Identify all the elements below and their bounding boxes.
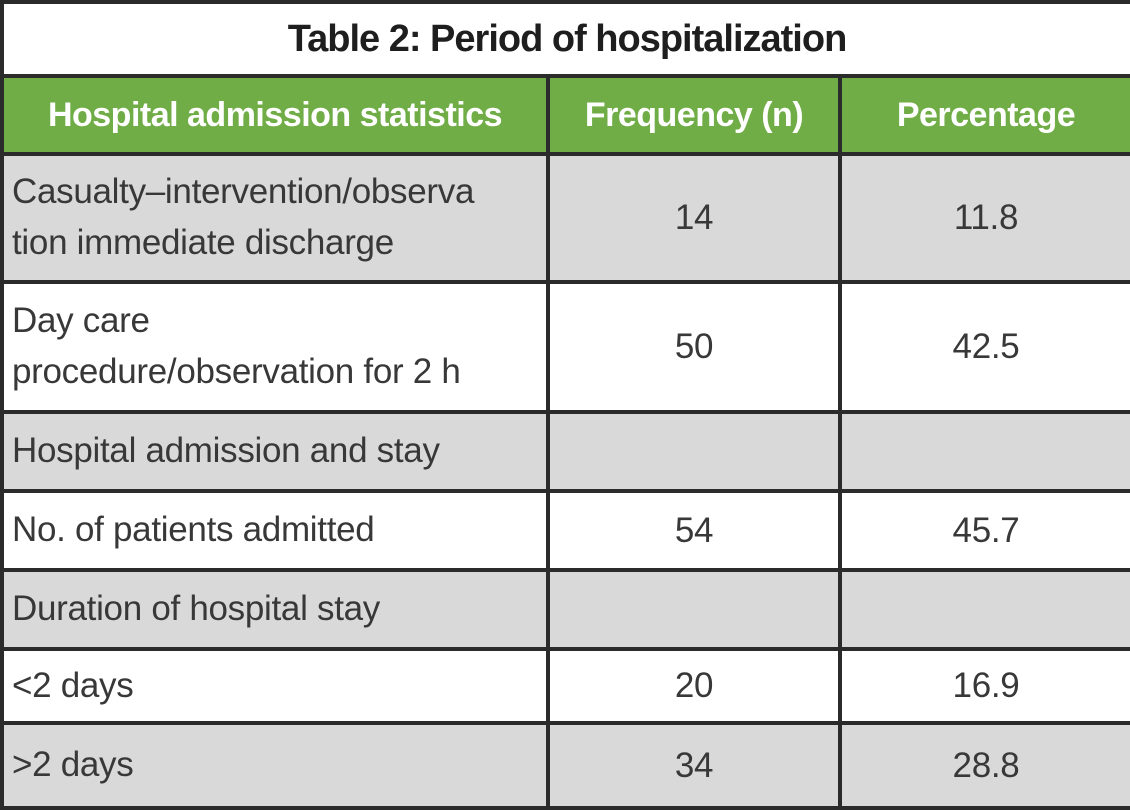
percentage-cell: 28.8 bbox=[838, 721, 1130, 810]
percentage-cell: 16.9 bbox=[838, 647, 1130, 725]
row-label-cell: >2 days bbox=[0, 721, 550, 810]
table-row-more-than-2-days: >2 days 34 28.8 bbox=[0, 721, 1130, 810]
row-label-cell: <2 days bbox=[0, 647, 550, 725]
frequency-cell: 54 bbox=[546, 489, 842, 572]
table-title-row: Table 2: Period of hospitalization bbox=[0, 0, 1130, 78]
table-row-duration-of-stay: Duration of hospital stay bbox=[0, 568, 1130, 651]
row-label-cell: Hospital admission and stay bbox=[0, 410, 550, 493]
percentage-cell bbox=[838, 568, 1130, 651]
percentage-cell: 45.7 bbox=[838, 489, 1130, 572]
frequency-cell bbox=[546, 410, 842, 493]
table-header-row: Hospital admission statistics Frequency … bbox=[0, 74, 1130, 156]
column-header-percentage: Percentage bbox=[838, 74, 1130, 156]
frequency-cell: 20 bbox=[546, 647, 842, 725]
frequency-cell: 50 bbox=[546, 280, 842, 414]
percentage-cell: 42.5 bbox=[838, 280, 1130, 414]
table-title: Table 2: Period of hospitalization bbox=[0, 0, 1130, 78]
percentage-cell: 11.8 bbox=[838, 152, 1130, 284]
frequency-cell: 34 bbox=[546, 721, 842, 810]
column-header-frequency: Frequency (n) bbox=[546, 74, 842, 156]
row-label-cell: Casualty–intervention/observa tion immed… bbox=[0, 152, 550, 284]
row-label-cell: Day care procedure/observation for 2 h bbox=[0, 280, 550, 414]
percentage-cell bbox=[838, 410, 1130, 493]
row-label-cell: No. of patients admitted bbox=[0, 489, 550, 572]
row-label-cell: Duration of hospital stay bbox=[0, 568, 550, 651]
frequency-cell: 14 bbox=[546, 152, 842, 284]
table-row-casualty: Casualty–intervention/observa tion immed… bbox=[0, 152, 1130, 284]
frequency-cell bbox=[546, 568, 842, 651]
table-row-day-care: Day care procedure/observation for 2 h 5… bbox=[0, 280, 1130, 414]
table-row-hospital-admission-and-stay: Hospital admission and stay bbox=[0, 410, 1130, 493]
column-header-statistics: Hospital admission statistics bbox=[0, 74, 550, 156]
table-row-less-than-2-days: <2 days 20 16.9 bbox=[0, 647, 1130, 725]
table-row-patients-admitted: No. of patients admitted 54 45.7 bbox=[0, 489, 1130, 572]
